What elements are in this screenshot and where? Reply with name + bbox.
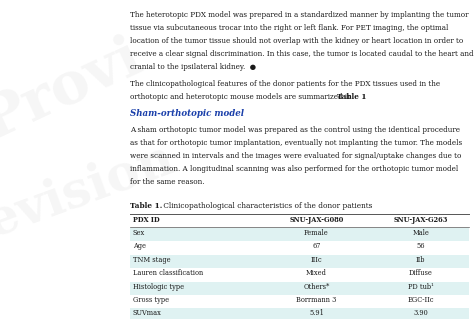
Text: IIIc: IIIc [310,256,322,264]
Text: tissue via subcutaneous trocar into the right or left flank. For PET imaging, th: tissue via subcutaneous trocar into the … [130,24,449,32]
Text: 5.91: 5.91 [309,309,324,317]
FancyBboxPatch shape [130,255,469,268]
Text: cranial to the ipsilateral kidney.  ●: cranial to the ipsilateral kidney. ● [130,63,256,71]
Text: Table 1: Table 1 [337,93,366,101]
Text: Others*: Others* [303,283,329,291]
Text: Age: Age [133,242,146,250]
Text: The heterotopic PDX model was prepared in a standardized manner by implanting th: The heterotopic PDX model was prepared i… [130,11,469,19]
Text: Male: Male [412,229,429,237]
Text: Gross type: Gross type [133,296,169,304]
Text: location of the tumor tissue should not overlap with the kidney or heart locatio: location of the tumor tissue should not … [130,37,464,45]
Text: 3.90: 3.90 [413,309,428,317]
Text: Borrmann 3: Borrmann 3 [296,296,337,304]
Text: SNU-JAX-G263: SNU-JAX-G263 [393,216,448,224]
FancyBboxPatch shape [130,308,469,319]
Text: were scanned in intervals and the images were evaluated for signal/uptake change: were scanned in intervals and the images… [130,152,462,160]
Text: Sex: Sex [133,229,145,237]
Text: 67: 67 [312,242,320,250]
Text: Mixed: Mixed [306,269,327,277]
Text: The clinicopathological features of the donor patients for the PDX tissues used : The clinicopathological features of the … [130,80,440,88]
Text: IIb: IIb [416,256,426,264]
Text: SNU-JAX-G080: SNU-JAX-G080 [289,216,344,224]
Text: A sham orthotopic tumor model was prepared as the control using the identical pr: A sham orthotopic tumor model was prepar… [130,126,460,134]
Text: PD tub¹: PD tub¹ [408,283,434,291]
FancyBboxPatch shape [130,282,469,295]
Text: Table 1.: Table 1. [130,202,163,210]
Text: Lauren classification: Lauren classification [133,269,203,277]
Text: SUVmax: SUVmax [133,309,162,317]
Text: receive a clear signal discrimination. In this case, the tumor is located caudal: receive a clear signal discrimination. I… [130,50,474,58]
Text: as that for orthotopic tumor implantation, eventually not implanting the tumor. : as that for orthotopic tumor implantatio… [130,139,463,147]
Text: Diffuse: Diffuse [409,269,433,277]
Text: Revision: Revision [0,134,181,261]
Text: for the same reason.: for the same reason. [130,178,205,186]
Text: 56: 56 [417,242,425,250]
Text: TNM stage: TNM stage [133,256,170,264]
Text: PDX ID: PDX ID [133,216,159,224]
Text: Histologic type: Histologic type [133,283,184,291]
Text: orthotopic and heterotopic mouse models are summarized in: orthotopic and heterotopic mouse models … [130,93,355,101]
Text: inflammation. A longitudinal scanning was also performed for the orthotopic tumo: inflammation. A longitudinal scanning wa… [130,165,459,173]
Text: Clinicopathological characteristics of the donor patients: Clinicopathological characteristics of t… [161,202,373,210]
Text: EGC-IIc: EGC-IIc [408,296,434,304]
Text: Female: Female [304,229,329,237]
Text: .: . [361,93,364,101]
Text: Provi: Provi [0,28,150,151]
Text: Sham-orthotopic model: Sham-orthotopic model [130,109,245,118]
FancyBboxPatch shape [130,228,469,241]
